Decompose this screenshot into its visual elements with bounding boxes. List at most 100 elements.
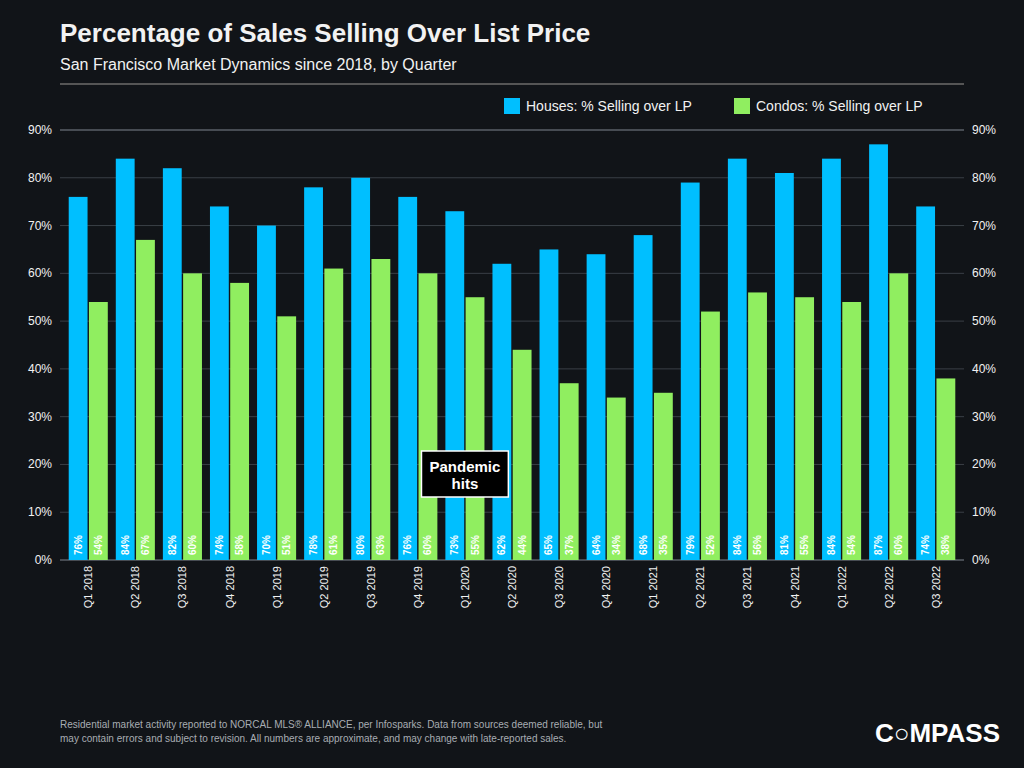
data-label: 65% [543, 535, 554, 555]
x-tick-label: Q3 2021 [741, 566, 753, 608]
data-label: 76% [73, 535, 84, 555]
y-tick-label: 30% [28, 410, 52, 424]
legend-swatch [504, 98, 520, 114]
bar [183, 273, 202, 560]
y-tick-label: 90% [28, 123, 52, 137]
data-label: 78% [308, 535, 319, 555]
data-label: 79% [685, 535, 696, 555]
bar [842, 302, 861, 560]
data-label: 54% [93, 535, 104, 555]
bar [398, 197, 417, 560]
y2-tick-label: 30% [972, 410, 996, 424]
bar [822, 159, 841, 560]
bar [540, 249, 559, 560]
bar [163, 168, 182, 560]
data-label: 70% [261, 535, 272, 555]
data-label: 52% [705, 535, 716, 555]
y-tick-label: 10% [28, 505, 52, 519]
bar [324, 269, 343, 560]
bar [728, 159, 747, 560]
bar [230, 283, 249, 560]
title: Percentage of Sales Selling Over List Pr… [60, 18, 590, 48]
data-labels: 76%84%82%74%70%78%80%76%73%62%65%64%68%7… [73, 535, 952, 555]
annotation-line: Pandemic [429, 457, 500, 474]
annotation-box [421, 451, 508, 497]
data-label: 82% [167, 535, 178, 555]
y-tick-label: 80% [28, 171, 52, 185]
annotation-line: hits [452, 474, 479, 491]
background [0, 0, 1024, 768]
bar [916, 206, 935, 560]
x-tick-label: Q2 2021 [694, 566, 706, 608]
x-tick-label: Q4 2018 [224, 566, 236, 608]
data-label: 73% [449, 535, 460, 555]
subtitle: San Francisco Market Dynamics since 2018… [60, 56, 457, 73]
data-label: 58% [234, 535, 245, 555]
x-tick-label: Q3 2020 [553, 566, 565, 608]
frame-top [60, 130, 964, 131]
x-tick-label: Q2 2022 [883, 566, 895, 608]
footnote: Residential market activity reported to … [60, 719, 602, 744]
bar [634, 235, 653, 560]
y2-tick-label: 20% [972, 457, 996, 471]
y-tick-label: 0% [35, 553, 53, 567]
bar [69, 197, 88, 560]
x-tick-label: Q1 2019 [271, 566, 283, 608]
x-tick-label: Q3 2022 [930, 566, 942, 608]
data-label: 51% [281, 535, 292, 555]
data-label: 34% [611, 535, 622, 555]
bar [89, 302, 108, 560]
x-tick-label: Q4 2021 [789, 566, 801, 608]
data-label: 81% [779, 535, 790, 555]
bar [257, 226, 276, 560]
bar [371, 259, 390, 560]
annotation: Pandemichits [421, 451, 508, 497]
data-label: 61% [328, 535, 339, 555]
separator [60, 83, 964, 85]
logo: C○MPASS [875, 718, 1000, 748]
bar [445, 211, 464, 560]
bar [607, 398, 626, 560]
bar [304, 187, 323, 560]
data-label: 74% [214, 535, 225, 555]
bar [492, 264, 511, 560]
data-label: 84% [826, 535, 837, 555]
x-tick-label: Q2 2019 [318, 566, 330, 608]
bar [795, 297, 814, 560]
x-tick-label: Q2 2020 [506, 566, 518, 608]
bar [748, 292, 767, 560]
y-tick-label: 60% [28, 266, 52, 280]
legend-swatch [734, 98, 750, 114]
x-tick-label: Q1 2018 [82, 566, 94, 608]
x-tick-label: Q3 2018 [176, 566, 188, 608]
x-tick-label: Q1 2020 [459, 566, 471, 608]
legend-label: Houses: % Selling over LP [526, 98, 692, 114]
data-label: 60% [893, 535, 904, 555]
data-label: 68% [638, 535, 649, 555]
x-tick-label: Q4 2020 [600, 566, 612, 608]
bar [869, 144, 888, 560]
data-label: 80% [355, 535, 366, 555]
data-label: 62% [496, 535, 507, 555]
data-label: 87% [873, 535, 884, 555]
bar [116, 159, 135, 560]
data-label: 63% [375, 535, 386, 555]
bar [351, 178, 370, 560]
data-label: 74% [920, 535, 931, 555]
x-tick-label: Q2 2018 [129, 566, 141, 608]
data-label: 55% [799, 535, 810, 555]
bar [560, 383, 579, 560]
data-label: 76% [402, 535, 413, 555]
bar [513, 350, 532, 560]
bars [69, 144, 956, 560]
bar [277, 316, 296, 560]
y2-tick-label: 90% [972, 123, 996, 137]
data-label: 84% [120, 535, 131, 555]
bar [936, 378, 955, 560]
bar [654, 393, 673, 560]
y-tick-label: 50% [28, 314, 52, 328]
data-label: 44% [517, 535, 528, 555]
x-tick-label: Q3 2019 [365, 566, 377, 608]
y-tick-label: 40% [28, 362, 52, 376]
data-label: 35% [658, 535, 669, 555]
